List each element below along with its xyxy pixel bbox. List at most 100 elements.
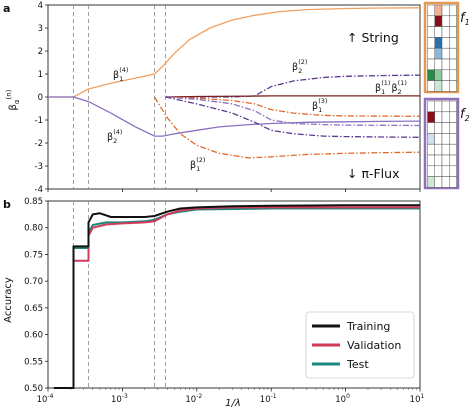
f1grid-cell (449, 58, 457, 71)
f1grid-cell (427, 58, 435, 71)
f1grid-cell (441, 58, 450, 71)
series-b1_3 (165, 96, 421, 117)
f2grid-cell (427, 111, 435, 123)
panel-b-xtick-label: 100 (335, 393, 350, 405)
panel-b-yticks: 0.50 0.55 0.60 0.65 0.70 0.75 0.80 0.85 (24, 197, 48, 394)
legend-label: Validation (347, 339, 401, 352)
panel-b: 0.500.550.600.650.700.750.800.85 10-4 10-… (3, 197, 425, 409)
f1grid-cell (427, 15, 435, 27)
series-b2_4 (48, 96, 421, 137)
f1grid-cell (434, 4, 443, 17)
filter-boxes: f1 f2 (423, 1, 470, 190)
panel-a-ylabel-main: β (8, 104, 19, 110)
f2grid-cell (434, 143, 443, 156)
f1grid-cell (434, 69, 443, 81)
f2grid-cell (449, 111, 457, 123)
f1grid-cell (441, 47, 450, 60)
f2grid-cell (449, 100, 457, 113)
legend-label: Training (346, 320, 390, 333)
panel-b-ytick-label: 0.75 (24, 250, 43, 260)
f1-label-main: f (460, 11, 467, 26)
f1grid-cell (434, 80, 443, 92)
legend: Training Validation Test (305, 311, 415, 379)
f2grid-cell (441, 165, 450, 177)
series-b1_2 (153, 96, 421, 159)
panel-a-ylabel-sub: α (13, 99, 21, 104)
legend-box (305, 311, 415, 379)
panel-b-xtick-label: 10-1 (260, 393, 277, 405)
panel-a-ytick-label: 3 (38, 24, 43, 34)
f1grid-cell (427, 80, 435, 92)
panel-a-ytick-label: -4 (35, 185, 43, 195)
f2grid-cell (441, 122, 450, 134)
f1grid-cell (449, 80, 457, 92)
panel-b-xtick-label: 10-3 (111, 393, 128, 405)
f2-label: f2 (460, 107, 470, 123)
label-b1_1b2_1: β1(1)β2(1) (375, 79, 407, 96)
f1grid-cell (434, 15, 443, 27)
f1grid-cell (434, 37, 443, 49)
panel-a-series (48, 7, 421, 159)
label-b2_4: β2(4) (107, 128, 122, 145)
piflux-label: ↓ π-Flux (347, 166, 399, 181)
f1-box (423, 1, 460, 94)
f1grid-cell (449, 69, 457, 81)
panel-b-vlines (73, 201, 166, 388)
f1grid-cell (434, 47, 443, 60)
f1grid-cell (449, 4, 457, 17)
f1grid-cell (434, 58, 443, 71)
f1grid-cell (427, 26, 435, 38)
f2-label-sub: 2 (465, 114, 470, 123)
f2grid-cell (427, 100, 435, 113)
panel-a-ytick-label: -3 (35, 162, 43, 172)
f2grid-cell (441, 143, 450, 156)
f1grid-cell (441, 80, 450, 92)
label-b1_2: β1(2) (190, 156, 205, 173)
f1-label: f1 (460, 11, 470, 27)
f2grid-cell (441, 100, 450, 113)
panel-b-xlabel: 1/λ (225, 398, 241, 409)
f2grid-cell (434, 165, 443, 177)
f2grid-cell (427, 165, 435, 177)
f1-grid (427, 4, 457, 92)
f1grid-cell (427, 47, 435, 60)
f2grid-cell (427, 122, 435, 134)
label-b1_3: β1(3) (312, 97, 327, 114)
f2grid-cell (441, 133, 450, 145)
f1grid-cell (449, 26, 457, 38)
f1grid-cell (441, 15, 450, 27)
f1grid-cell (449, 37, 457, 49)
f1-label-sub: 1 (465, 18, 470, 27)
label-b1_4: β1(4) (113, 66, 128, 83)
f2grid-cell (427, 133, 435, 145)
f1grid-cell (427, 4, 435, 17)
panel-a-xticks (47, 189, 421, 192)
panel-b-xtick-label: 101 (410, 393, 425, 405)
series-validation (53, 206, 420, 389)
f1grid-cell (434, 26, 443, 38)
f2grid-cell (449, 154, 457, 167)
panel-b-ytick-label: 0.55 (24, 357, 43, 367)
panel-a-ytick-label: -1 (35, 116, 43, 126)
f2grid-cell (427, 143, 435, 156)
panel-a-ytick-label: 0 (38, 93, 43, 103)
f2grid-cell (434, 133, 443, 145)
panel-b-frame (47, 200, 421, 389)
panel-a: -4 -3 -2 -1 0 1 2 3 4 βα(n) ↑ String ↓ π-Flux β1… (5, 1, 421, 195)
panel-a-vlines (73, 5, 166, 189)
panel-b-ytick-label: 0.70 (24, 277, 43, 287)
f2grid-cell (434, 111, 443, 123)
f2grid-cell (441, 111, 450, 123)
f2grid-cell (434, 122, 443, 134)
panel-b-xtick-label: 10-2 (185, 393, 202, 405)
panel-b-letter: b (3, 198, 11, 211)
f1grid-cell (449, 15, 457, 27)
f2-label-main: f (460, 107, 467, 122)
series-test (53, 207, 420, 389)
legend-label: Test (346, 358, 369, 371)
f1grid-cell (441, 69, 450, 81)
f2grid-cell (449, 165, 457, 177)
label-b2_2: β2(2) (292, 58, 307, 75)
f1grid-cell (441, 26, 450, 38)
